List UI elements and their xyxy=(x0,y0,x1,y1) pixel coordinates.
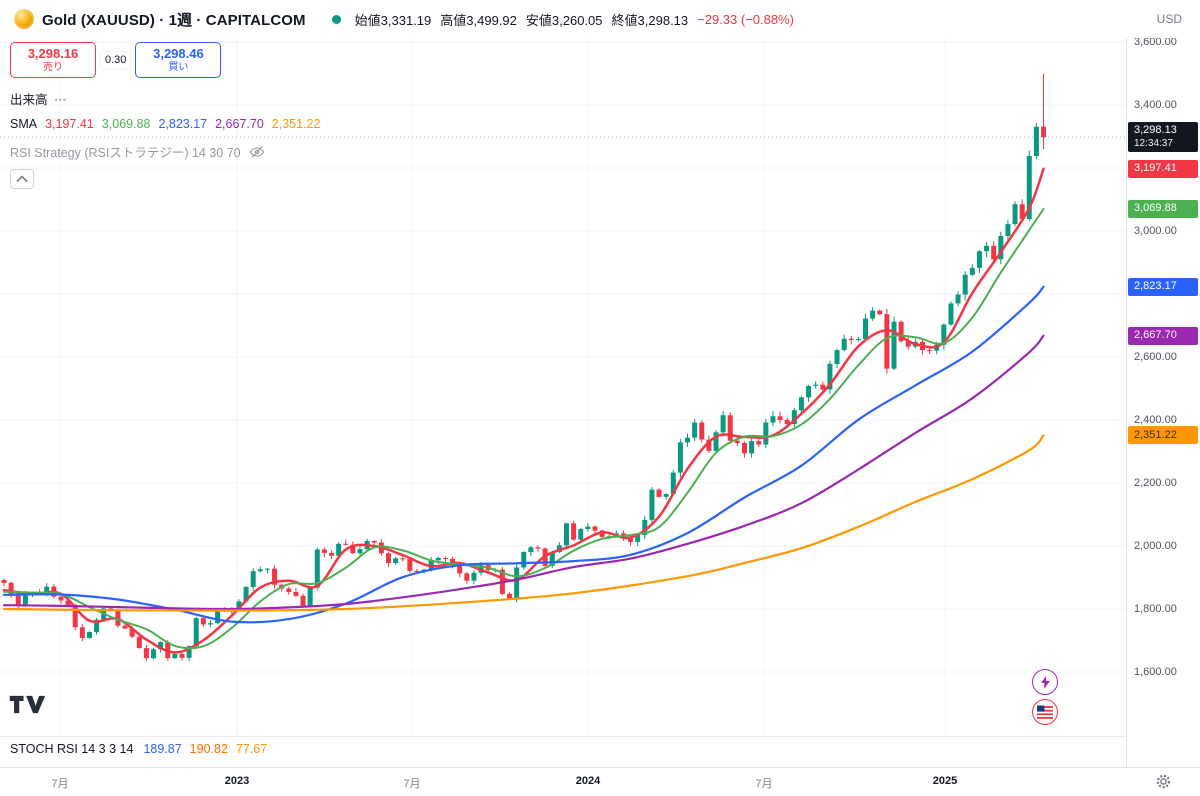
lightning-icon xyxy=(1040,675,1050,689)
last-price-badge: 3,298.13 12:34:37 xyxy=(1128,122,1198,153)
buy-price: 3,298.46 xyxy=(153,45,204,61)
low-value: 3,260.05 xyxy=(551,12,603,28)
sma-value: 2,667.70 xyxy=(215,117,264,131)
currency-label[interactable]: USD xyxy=(1156,12,1182,26)
price-axis-label: 2,400.00 xyxy=(1134,414,1177,426)
price-axis-label: 2,000.00 xyxy=(1134,540,1177,552)
sma-legend[interactable]: SMA 3,197.41 3,069.88 2,823.17 2,667.70 2,35… xyxy=(10,117,320,131)
sell-price: 3,298.16 xyxy=(27,45,79,61)
ohlc-readout: 始値3,331.19 高値3,499.92 安値3,260.05 終値3,298… xyxy=(355,10,794,29)
price-axis-label: 1,600.00 xyxy=(1134,666,1177,678)
time-axis-label[interactable]: 7月 xyxy=(755,778,773,790)
more-options-icon[interactable]: ••• xyxy=(54,94,67,105)
sma-price-badge: 3,197.41 xyxy=(1128,159,1198,178)
symbol-title[interactable]: Gold (XAUUSD) · 1週 · CAPITALCOM xyxy=(42,11,306,29)
sma-price-badge: 2,351.22 xyxy=(1128,426,1198,445)
time-axis-label[interactable]: 2024 xyxy=(575,775,601,787)
sell-label: 売り xyxy=(43,61,63,73)
time-axis-label[interactable]: 7月 xyxy=(51,778,69,790)
sma-value: 3,197.41 xyxy=(45,117,94,131)
stoch-rsi-title: STOCH RSI 14 3 3 14 xyxy=(10,742,134,756)
bar-countdown: 12:34:37 xyxy=(1134,137,1173,149)
eye-hidden-icon[interactable] xyxy=(249,144,265,160)
price-axis-label: 2,200.00 xyxy=(1134,477,1177,489)
close-value: 3,298.13 xyxy=(637,12,689,28)
time-axis[interactable]: 7月 2023 7月 2024 7月 2025 xyxy=(0,767,1200,796)
gold-coin-icon xyxy=(14,9,34,29)
buy-button[interactable]: 3,298.46 買い xyxy=(135,42,222,78)
collapse-legend-button[interactable] xyxy=(10,169,34,189)
time-axis-label[interactable]: 2025 xyxy=(932,775,958,787)
change-value: −29.33 (−0.88%) xyxy=(697,11,794,27)
time-axis-label[interactable]: 7月 xyxy=(403,778,421,790)
open-label: 始値 xyxy=(354,12,381,28)
rsi-strategy-legend[interactable]: RSI Strategy (RSIストラテジー) 14 30 70 xyxy=(10,142,265,161)
high-label: 高値 xyxy=(440,12,467,28)
stoch-value: 190.82 xyxy=(189,742,228,756)
volume-title: 出来高 xyxy=(10,93,48,107)
rsi-strategy-title: RSI Strategy (RSIストラテジー) 14 30 70 xyxy=(10,146,241,160)
tradingview-logo[interactable] xyxy=(8,694,46,720)
stoch-rsi-values: 189.87 190.82 77.67 xyxy=(135,742,267,756)
boost-button[interactable] xyxy=(1032,669,1058,695)
market-flag-button[interactable] xyxy=(1032,699,1058,725)
pane-separator[interactable] xyxy=(0,736,1200,737)
sma-price-badge: 3,069.88 xyxy=(1128,199,1198,218)
high-value: 3,499.92 xyxy=(466,12,517,28)
sma-title: SMA xyxy=(10,117,38,131)
axis-settings-gear-icon[interactable] xyxy=(1155,773,1172,795)
sma-value: 3,069.88 xyxy=(101,117,151,131)
time-axis-label[interactable]: 2023 xyxy=(224,775,250,787)
market-open-dot[interactable] xyxy=(331,14,341,24)
price-axis-label: 2,600.00 xyxy=(1134,351,1177,363)
price-axis-label: 3,000.00 xyxy=(1134,225,1177,237)
stoch-value: 77.67 xyxy=(235,742,268,756)
candlestick-chart-canvas[interactable] xyxy=(0,0,1126,767)
volume-legend[interactable]: 出来高 ••• xyxy=(10,89,67,108)
buy-label: 買い xyxy=(168,61,189,73)
chart-header: Gold (XAUUSD) · 1週 · CAPITALCOM 始値3,331.… xyxy=(0,0,1200,38)
chevron-up-icon xyxy=(16,175,28,183)
sma-values: 3,197.41 3,069.88 2,823.17 2,667.70 2,351.22 xyxy=(37,117,320,131)
close-label: 終値 xyxy=(611,12,638,28)
price-axis-label: 3,400.00 xyxy=(1134,99,1177,111)
sma-price-badge: 2,667.70 xyxy=(1128,326,1198,345)
us-flag-icon xyxy=(1037,705,1053,719)
open-value: 3,331.19 xyxy=(380,12,432,28)
stoch-rsi-legend[interactable]: STOCH RSI 14 3 3 14 189.87 190.82 77.67 xyxy=(10,742,267,756)
buy-sell-widget: 3,298.16 売り 0.30 3,298.46 買い xyxy=(10,42,222,78)
price-axis-label: 1,800.00 xyxy=(1134,603,1177,615)
sma-value: 2,823.17 xyxy=(158,117,208,131)
price-scale[interactable]: 3,600.00 3,400.00 3,000.00 2,600.00 2,400.00… xyxy=(1126,0,1200,767)
low-label: 安値 xyxy=(525,12,552,28)
spread-value: 0.30 xyxy=(101,52,131,68)
sell-button[interactable]: 3,298.16 売り xyxy=(10,42,96,78)
price-axis-label: 3,600.00 xyxy=(1134,36,1177,48)
sma-price-badge: 2,823.17 xyxy=(1128,277,1198,296)
stoch-value: 189.87 xyxy=(143,742,182,756)
sma-value: 2,351.22 xyxy=(271,117,321,131)
